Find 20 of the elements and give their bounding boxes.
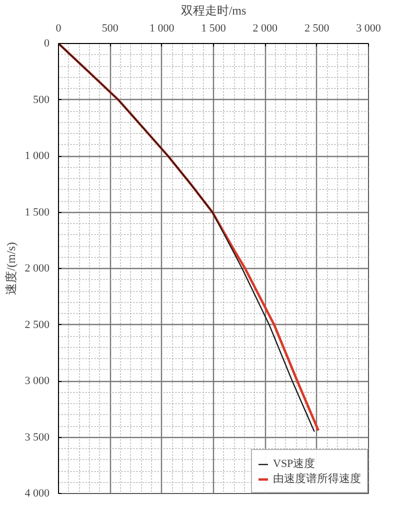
x-axis-title: 双程走时/ms [180, 4, 246, 18]
x-tick-label: 3 000 [356, 22, 382, 34]
x-tick-label: 2 500 [304, 22, 330, 34]
x-tick-label: 1 000 [149, 22, 175, 34]
y-tick-label: 3 000 [24, 375, 50, 387]
legend-label: VSP速度 [273, 456, 316, 471]
legend-label: 由速度谱所得速度 [273, 472, 361, 486]
x-tick-label: 2 000 [252, 22, 278, 34]
y-tick-label: 4 000 [24, 488, 50, 500]
y-axis-title: 速度/(m/s) [4, 242, 18, 295]
x-tick-label: 0 [56, 22, 62, 34]
y-tick-label: 500 [33, 94, 50, 106]
y-tick-label: 2 500 [24, 318, 50, 331]
y-tick-label: 2 000 [24, 262, 50, 274]
y-tick-label: 1 500 [24, 206, 50, 218]
y-tick-label: 1 000 [24, 150, 50, 162]
y-tick-label: 3 500 [24, 431, 50, 444]
x-tick-label: 1 500 [201, 22, 226, 34]
x-tick-label: 500 [102, 22, 119, 34]
y-tick-label: 0 [44, 38, 50, 50]
